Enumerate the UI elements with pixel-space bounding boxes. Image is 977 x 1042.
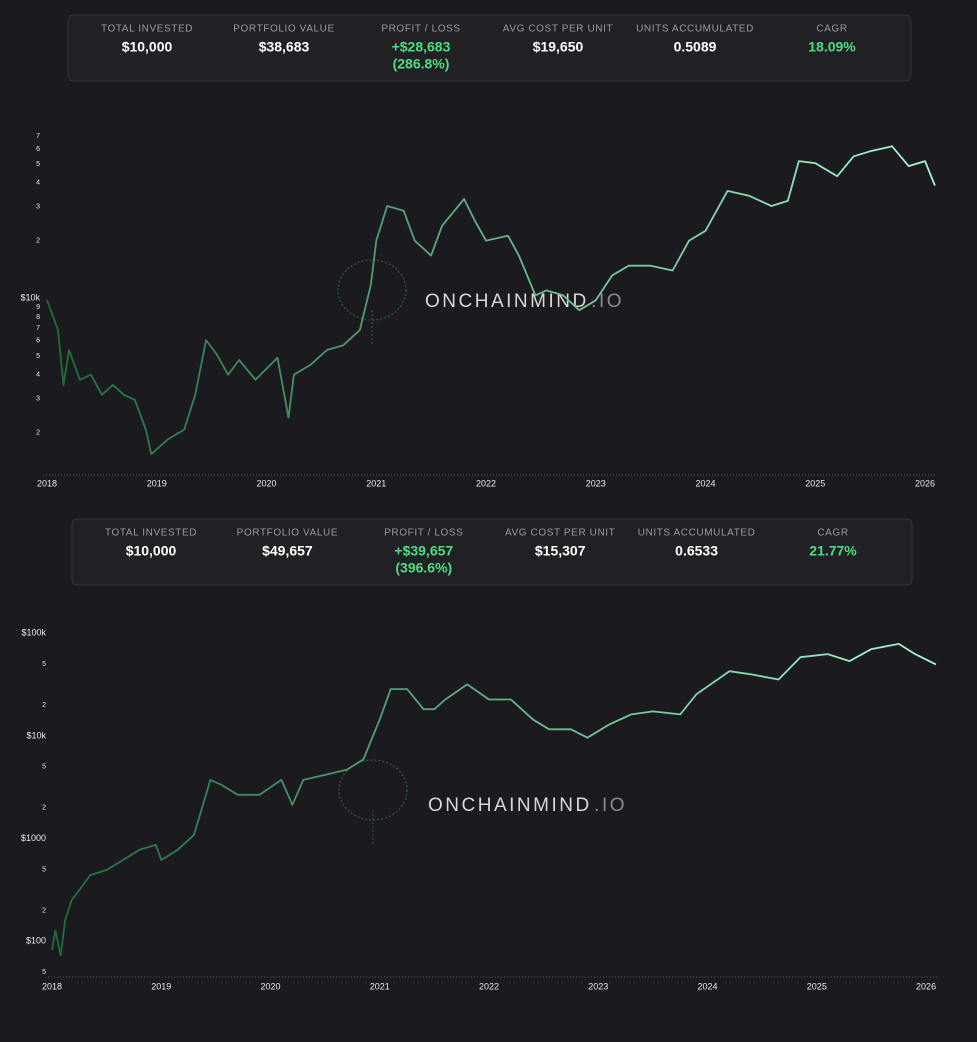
stat-sub: (396.6%): [395, 560, 452, 576]
stat-value: $10,000: [126, 543, 177, 559]
y-tick-label: 8: [36, 314, 40, 321]
watermark: [338, 759, 408, 845]
y-tick-label: 2: [36, 429, 40, 436]
watermark-text: ONCHAINMIND: [428, 795, 592, 816]
watermark: [337, 259, 407, 345]
y-tick-label: 2: [42, 805, 46, 812]
y-tick-label: $10k: [26, 730, 46, 740]
watermark-suffix: .IO: [594, 795, 627, 816]
y-tick-label: $1000: [21, 833, 46, 843]
y-tick-label: 3: [36, 395, 40, 402]
stat-value: 18.09%: [808, 39, 856, 55]
y-tick-label: 4: [36, 180, 40, 187]
stats-panel: [71, 518, 913, 586]
x-tick-label: 2020: [256, 478, 276, 488]
x-tick-label: 2023: [588, 981, 608, 991]
stat-label: CAGR: [816, 24, 847, 35]
x-tick-label: 2022: [476, 478, 496, 488]
y-tick-label: 2: [42, 702, 46, 709]
y-tick-label: 6: [36, 338, 40, 345]
x-tick-label: 2026: [915, 478, 935, 488]
stat-value: $19,650: [533, 39, 584, 55]
stat-label: PORTFOLIO VALUE: [233, 24, 334, 35]
x-tick-label: 2025: [805, 478, 825, 488]
x-tick-label: 2026: [916, 981, 936, 991]
y-tick-label: 9: [36, 304, 40, 311]
y-tick-label: 6: [36, 146, 40, 153]
stat-label: PORTFOLIO VALUE: [237, 528, 338, 539]
y-tick-label: 5: [42, 866, 46, 873]
x-tick-label: 2023: [586, 478, 606, 488]
x-tick-label: 2024: [696, 478, 716, 488]
stat-value: 0.6533: [675, 543, 718, 559]
stat-label: CAGR: [817, 528, 848, 539]
watermark-text: ONCHAINMIND: [425, 291, 589, 312]
y-tick-label: 5: [42, 661, 46, 668]
stat-label: PROFIT / LOSS: [381, 24, 460, 35]
y-tick-label: $100k: [21, 628, 46, 638]
stat-label: UNITS ACCUMULATED: [638, 528, 756, 539]
y-tick-label: 2: [36, 237, 40, 244]
y-tick-label: 3: [36, 204, 40, 211]
y-tick-label: $100: [26, 936, 46, 946]
x-tick-label: 2021: [366, 478, 386, 488]
x-tick-label: 2019: [147, 478, 167, 488]
stat-value: +$28,683: [392, 39, 451, 55]
stat-value: $10,000: [122, 39, 173, 55]
brain-icon: [337, 259, 407, 321]
y-tick-label: $10k: [20, 293, 40, 303]
x-tick-label: 2019: [151, 981, 171, 991]
x-tick-label: 2024: [698, 981, 718, 991]
portfolio-line: [46, 145, 936, 456]
stat-label: UNITS ACCUMULATED: [636, 24, 754, 35]
x-tick-label: 2022: [479, 981, 499, 991]
portfolio-line: [51, 643, 937, 957]
y-tick-label: 2: [42, 907, 46, 914]
y-tick-label: 5: [36, 353, 40, 360]
y-tick-label: 5: [42, 764, 46, 771]
x-tick-label: 2018: [37, 478, 57, 488]
brain-icon: [338, 759, 408, 821]
y-tick-label: 5: [36, 161, 40, 168]
x-tick-label: 2020: [261, 981, 281, 991]
stat-label: TOTAL INVESTED: [101, 24, 193, 35]
x-tick-label: 2021: [370, 981, 390, 991]
watermark-suffix: .IO: [591, 291, 624, 312]
x-tick-label: 2025: [807, 981, 827, 991]
stat-label: TOTAL INVESTED: [105, 528, 197, 539]
stat-sub: (286.8%): [393, 56, 450, 72]
stat-value: 0.5089: [674, 39, 717, 55]
y-tick-label: 7: [36, 133, 40, 140]
stat-value: 21.77%: [809, 543, 857, 559]
y-tick-label: 7: [36, 325, 40, 332]
stat-label: AVG COST PER UNIT: [505, 528, 615, 539]
stat-value: $49,657: [262, 543, 313, 559]
y-tick-label: 4: [36, 372, 40, 379]
stat-label: AVG COST PER UNIT: [503, 24, 613, 35]
stats-panel: [67, 14, 912, 82]
stat-value: $15,307: [535, 543, 586, 559]
x-tick-label: 2018: [42, 981, 62, 991]
y-tick-label: 5: [42, 969, 46, 976]
stat-label: PROFIT / LOSS: [384, 528, 463, 539]
stat-value: +$39,657: [394, 543, 453, 559]
stat-value: $38,683: [259, 39, 310, 55]
